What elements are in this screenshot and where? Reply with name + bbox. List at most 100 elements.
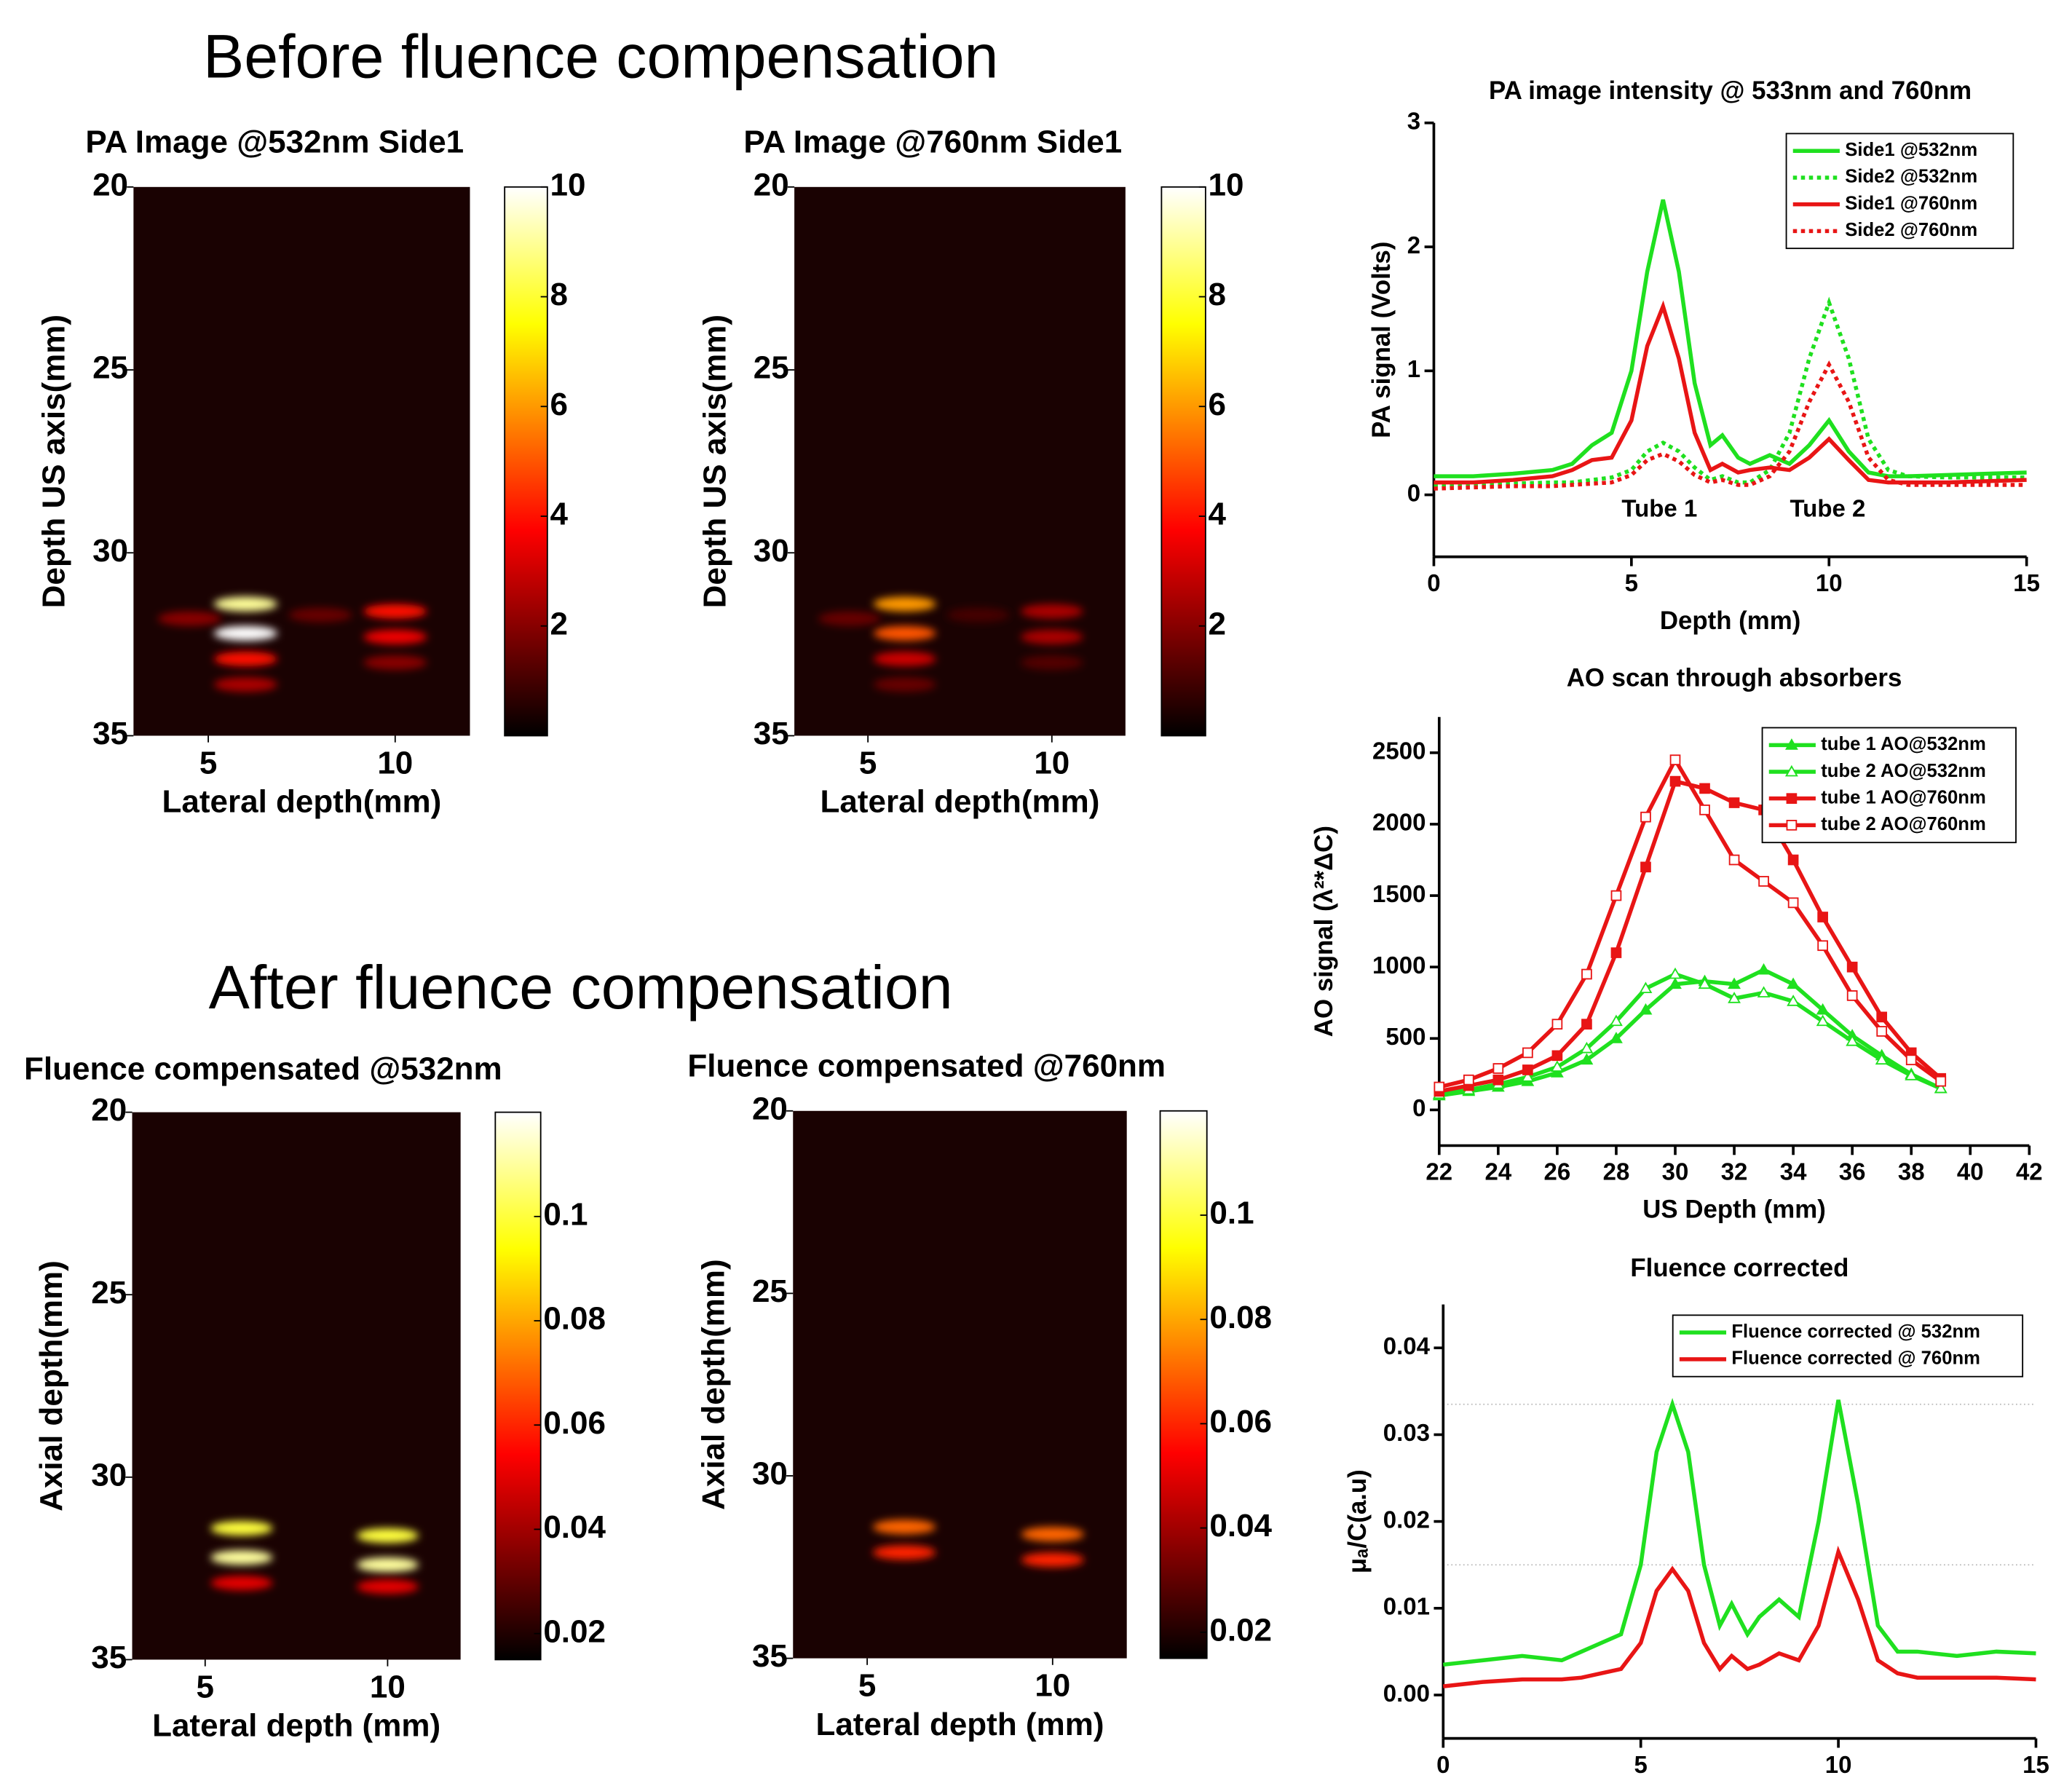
y-tick-label: 0.00 — [1383, 1680, 1430, 1707]
y-tick-label: 25 — [754, 350, 789, 386]
legend-label: tube 2 AO@532nm — [1821, 761, 1986, 781]
colorbar — [495, 1113, 540, 1660]
point-marker — [1641, 813, 1650, 822]
point-marker — [1671, 777, 1680, 786]
y-axis-label: Depth US axis(mm) — [36, 315, 72, 608]
point-marker — [1877, 1027, 1886, 1036]
legend-label: Fluence corrected @ 760nm — [1731, 1348, 1980, 1369]
point-marker — [1936, 1077, 1945, 1086]
legend-label: Side2 @532nm — [1845, 167, 1977, 187]
x-tick-label: 10 — [1825, 1751, 1852, 1778]
x-tick-label: 5 — [858, 1668, 876, 1704]
colorbar-tick-label: 0.04 — [543, 1509, 606, 1545]
colorbar-tick-label: 0.08 — [543, 1301, 606, 1337]
heat-spot — [818, 612, 881, 626]
y-tick-label: 25 — [92, 350, 128, 386]
heading: Before fluence compensation — [203, 23, 998, 91]
x-tick-label: 30 — [1662, 1158, 1689, 1185]
legend-label: Fluence corrected @ 532nm — [1731, 1321, 1980, 1342]
chart-title: AO scan through absorbers — [1567, 664, 1902, 692]
x-tick-label: 40 — [1957, 1158, 1984, 1185]
heat-spot — [1021, 655, 1083, 670]
y-tick-label: 20 — [92, 167, 128, 202]
legend-label: tube 1 AO@532nm — [1821, 734, 1986, 754]
point-marker — [1700, 805, 1709, 815]
heat-spot — [214, 597, 277, 612]
heat-spot — [1021, 1552, 1085, 1567]
heat-spot — [1021, 1527, 1085, 1541]
x-tick-label: 10 — [1816, 569, 1843, 596]
point-marker — [1730, 856, 1739, 865]
x-tick-label: 34 — [1780, 1158, 1807, 1185]
y-tick-label: 30 — [752, 1456, 788, 1492]
heading: After fluence compensation — [209, 953, 953, 1022]
plot-area — [793, 1111, 1126, 1659]
colorbar-tick-label: 0.06 — [543, 1405, 606, 1441]
colorbar-tick-label: 2 — [1209, 606, 1226, 641]
y-tick-label: 500 — [1385, 1023, 1426, 1050]
annotation: Tube 2 — [1790, 494, 1865, 521]
point-marker — [1582, 1019, 1591, 1029]
x-tick-label: 36 — [1839, 1158, 1866, 1185]
x-tick-label: 42 — [2016, 1158, 2043, 1185]
x-tick-label: 10 — [1034, 745, 1069, 781]
heat-spot — [363, 604, 427, 619]
point-marker — [1700, 783, 1709, 793]
colorbar-tick-label: 8 — [550, 277, 568, 312]
colorbar-tick-label: 0.04 — [1209, 1508, 1272, 1544]
y-tick-label: 30 — [92, 533, 128, 569]
y-tick-label: 2500 — [1372, 738, 1426, 764]
x-tick-label: 15 — [2013, 569, 2040, 596]
heat-spot — [357, 1528, 419, 1543]
y-tick-label: 30 — [754, 533, 789, 569]
x-tick-label: 5 — [199, 745, 217, 781]
point-marker — [1641, 862, 1650, 872]
y-tick-label: 2 — [1407, 232, 1420, 258]
x-axis-label: Lateral depth(mm) — [162, 784, 442, 820]
heat-spot — [874, 626, 936, 641]
heat-spot — [874, 652, 936, 666]
chart-title: PA Image @760nm Side1 — [743, 125, 1122, 160]
heat-spot — [214, 626, 277, 641]
x-axis-label: Lateral depth(mm) — [821, 784, 1100, 820]
y-tick-label: 20 — [91, 1092, 127, 1128]
heat-spot — [1021, 604, 1083, 619]
y-axis-label: μₐ/C(a.u) — [1343, 1469, 1372, 1573]
x-tick-label: 5 — [1625, 569, 1638, 596]
y-tick-label: 0.03 — [1383, 1419, 1430, 1446]
y-tick-label: 2000 — [1372, 809, 1426, 836]
point-marker — [1759, 877, 1768, 886]
y-axis-label: Axial depth(mm) — [33, 1260, 69, 1512]
colorbar-tick-label: 2 — [550, 606, 568, 641]
x-tick-label: 28 — [1603, 1158, 1630, 1185]
y-tick-label: 0 — [1407, 479, 1420, 506]
heat-spot — [210, 1550, 272, 1565]
y-axis-label: Axial depth(mm) — [696, 1259, 732, 1510]
x-axis-label: Lateral depth (mm) — [152, 1708, 440, 1744]
point-marker — [1434, 1083, 1444, 1092]
y-tick-label: 0.02 — [1383, 1506, 1430, 1533]
x-tick-label: 24 — [1484, 1158, 1511, 1185]
y-tick-label: 20 — [754, 167, 789, 202]
y-tick-label: 35 — [752, 1638, 788, 1674]
colorbar-tick-label: 10 — [550, 167, 586, 202]
colorbar-tick-label: 0.02 — [1209, 1612, 1272, 1648]
point-marker — [1848, 991, 1857, 1000]
legend-label: tube 1 AO@760nm — [1821, 787, 1986, 807]
point-marker — [1789, 898, 1798, 907]
colorbar-tick-label: 0.1 — [1209, 1196, 1254, 1231]
x-tick-label: 5 — [197, 1669, 214, 1704]
colorbar-tick-label: 6 — [550, 387, 568, 422]
y-tick-label: 25 — [91, 1275, 127, 1311]
x-tick-label: 5 — [859, 745, 877, 781]
point-marker — [1523, 1048, 1533, 1057]
legend-marker — [1787, 821, 1796, 830]
point-marker — [1818, 941, 1827, 950]
x-tick-label: 38 — [1898, 1158, 1925, 1185]
y-tick-label: 3 — [1407, 108, 1420, 135]
heat-spot — [357, 1579, 419, 1594]
point-marker — [1671, 755, 1680, 764]
y-tick-label: 0.04 — [1383, 1332, 1431, 1359]
colorbar-tick-label: 6 — [1209, 387, 1226, 422]
y-axis-label: Depth US axis(mm) — [697, 315, 732, 608]
